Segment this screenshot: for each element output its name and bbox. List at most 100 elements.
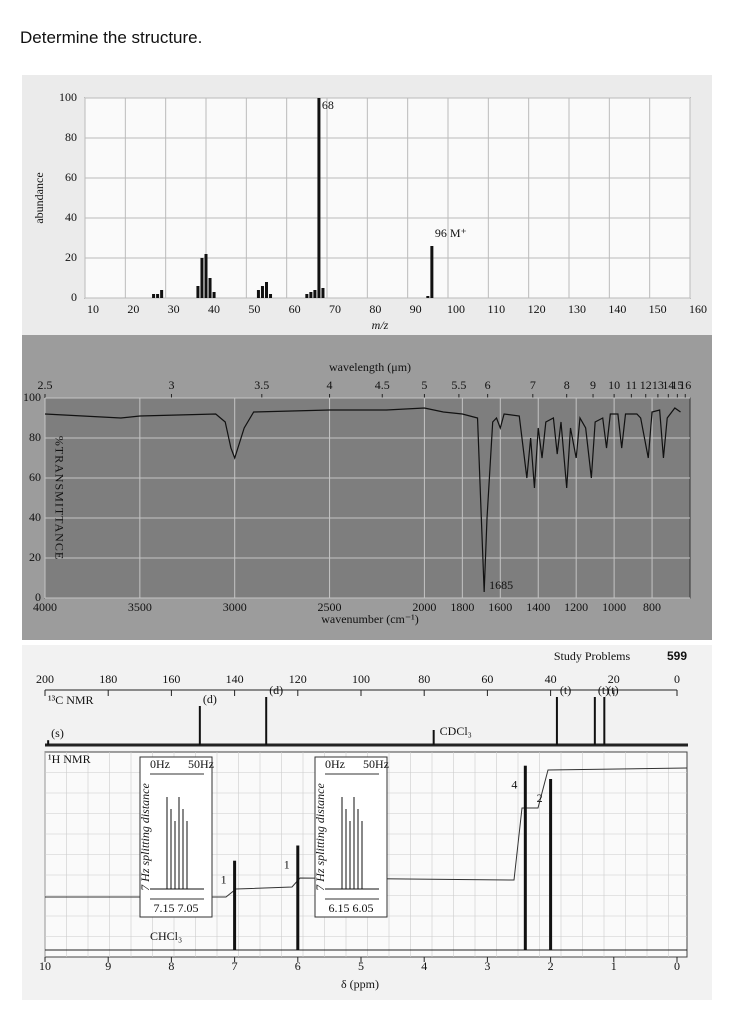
x-tick-label: 8 [168,959,174,973]
x-tick-label: 4 [421,959,427,973]
y-tick-label: 80 [29,430,41,444]
x-tick-label: 20 [127,302,139,316]
y-tick-label: 0 [71,290,77,304]
x-tick-label: 2000 [412,600,436,614]
x2-tick-label: 12 [640,378,652,392]
x2-tick-label: 16 [679,378,691,392]
x-tick-label: 10 [39,959,51,973]
x-tick-label: 20 [608,672,620,686]
peak-label: (t) [607,683,618,697]
x-tick-label: 1400 [526,600,550,614]
x2-tick-label: 4 [327,378,333,392]
peak [265,282,268,298]
x2-tick-label: 2.5 [38,378,53,392]
x-tick-label: 3000 [223,600,247,614]
peak-label: (s) [51,726,64,740]
y-tick-label: 20 [65,250,77,264]
series-name: ¹³C NMR [48,693,94,707]
x2-tick-label: 5.5 [451,378,466,392]
x-tick-label: 70 [329,302,341,316]
peak [549,779,553,950]
inset-scale: 50Hz [363,757,389,771]
inset-side: 7 Hz splitting distance [138,782,152,890]
peak [260,286,264,298]
x-tick-label: 7 [232,959,238,973]
plot-area [44,397,691,599]
x-tick-label: 90 [410,302,422,316]
x-axis-label: m/z [372,318,389,332]
peak [555,697,558,745]
x-tick-label: 5 [358,959,364,973]
x-tick-label: 60 [481,672,493,686]
x-tick-label: 160 [162,672,180,686]
peak-label: (d) [269,683,283,697]
x-tick-label: 3500 [128,600,152,614]
x-tick-label: 1 [611,959,617,973]
peak [269,294,273,298]
x2-tick-label: 8 [564,378,570,392]
peak [317,98,321,298]
x-tick-label: 9 [105,959,111,973]
page-number: 599 [667,649,687,663]
x2-tick-label: 15 [671,378,683,392]
x-tick-label: 180 [99,672,117,686]
peak [430,246,434,298]
peak [152,294,156,298]
x2-tick-label: 6 [485,378,491,392]
integral-trace [45,767,688,898]
x-tick-label: 120 [289,672,307,686]
y-axis-label: abundance [32,172,46,223]
x-tick-label: 1200 [564,600,588,614]
inset-box [314,756,388,918]
x-tick-label: 200 [36,672,54,686]
x-tick-label: 80 [418,672,430,686]
x-tick-label: 800 [643,600,661,614]
integral: 1 [221,872,227,886]
x2-tick-label: 9 [590,378,596,392]
series-name: ¹H NMR [48,752,91,766]
x2-tick-label: 7 [530,378,536,392]
inset-axis: 7.15 7.05 [154,901,199,915]
peak [296,845,300,950]
annotation: 68 [322,98,334,112]
x-tick-label: 1000 [602,600,626,614]
x-tick-label: 120 [528,302,546,316]
integral: 4 [511,777,517,791]
peak [47,740,50,745]
x-tick-label: 0 [674,672,680,686]
y-tick-label: 20 [29,550,41,564]
x-axis-label: δ (ppm) [341,977,379,991]
x-tick-label: 100 [447,302,465,316]
x-tick-label: 2 [548,959,554,973]
x2-axis-label: wavelength (μm) [329,360,411,374]
peak [233,860,237,950]
peak [196,286,200,298]
peak [160,290,164,298]
x-tick-label: 4000 [33,600,57,614]
header: Study Problems [554,649,631,663]
x-tick-label: 100 [352,672,370,686]
x-tick-label: 10 [87,302,99,316]
y-axis-label: %TRANSMITTANCE [52,436,66,560]
peak [204,254,208,298]
peak [603,697,606,745]
y-tick-label: 100 [59,90,77,104]
inset-scale: 50Hz [188,757,214,771]
x2-tick-label: 14 [662,378,674,392]
peak [156,294,160,298]
x-tick-label: 2500 [318,600,342,614]
peak [208,278,212,298]
peak [321,288,325,298]
y-tick-label: 100 [23,390,41,404]
y-tick-label: 40 [65,210,77,224]
x2-tick-label: 3 [168,378,174,392]
peak [593,697,596,745]
x-axis-label: wavenumber (cm⁻¹) [321,612,419,626]
x2-tick-label: 3.5 [254,378,269,392]
peak-label: (t) [598,683,609,697]
inset-scale: 0Hz [150,757,170,771]
x-tick-label: 80 [369,302,381,316]
peak [265,697,268,745]
y-tick-label: 80 [65,130,77,144]
